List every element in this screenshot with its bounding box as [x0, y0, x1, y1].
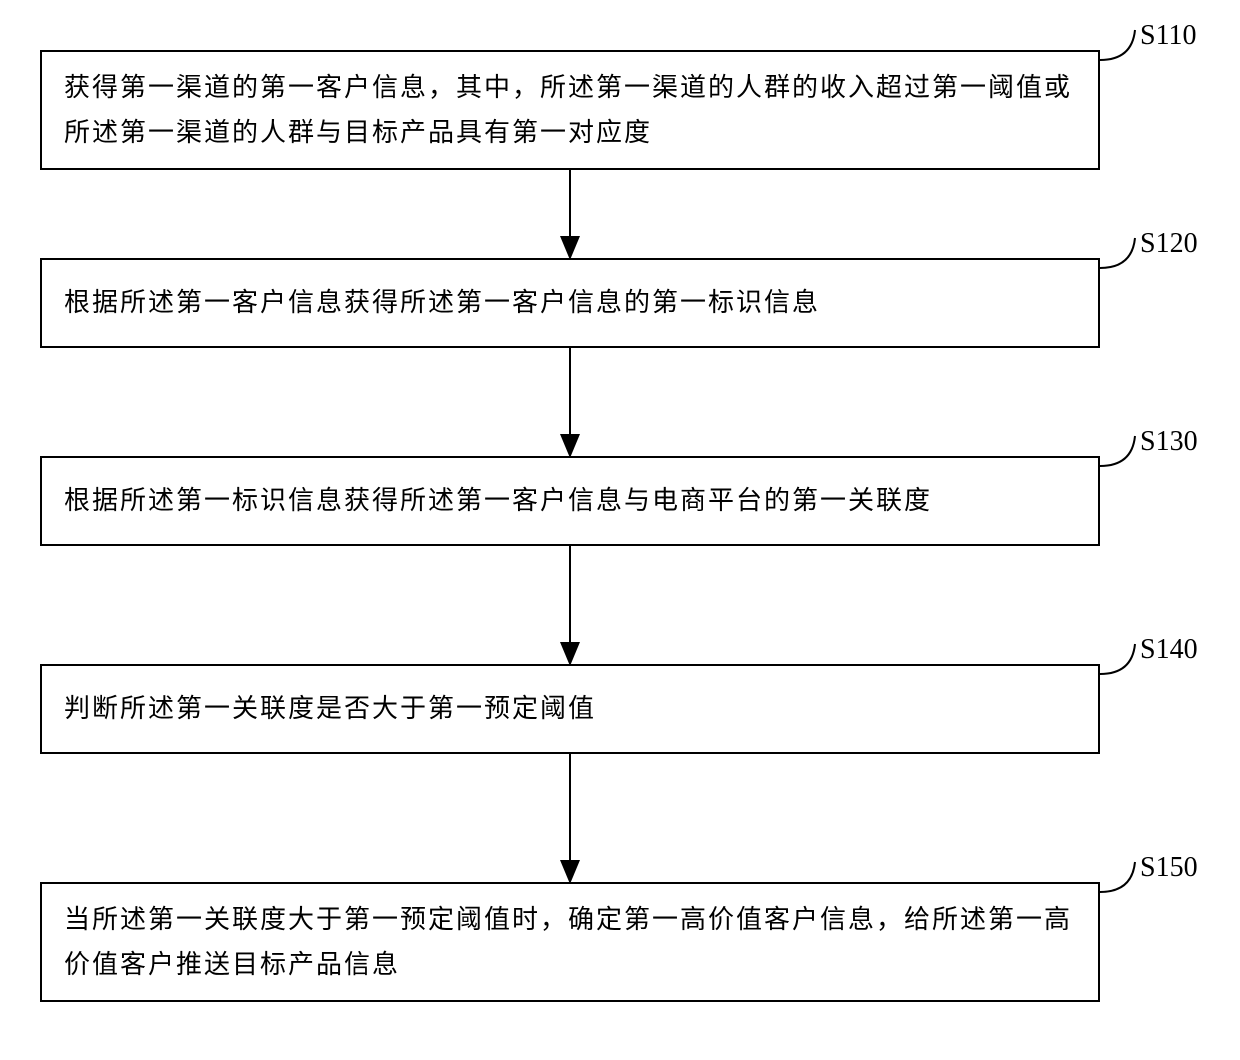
flowchart-container: 获得第一渠道的第一客户信息，其中，所述第一渠道的人群的收入超过第一阈值或所述第一…	[0, 0, 1240, 1060]
step-label-s120: S120	[1140, 228, 1198, 260]
callout-curve	[1100, 436, 1135, 466]
flow-node-text: 当所述第一关联度大于第一预定阈值时，确定第一高价值客户信息，给所述第一高价值客户…	[64, 897, 1076, 988]
flow-node-s120: 根据所述第一客户信息获得所述第一客户信息的第一标识信息	[40, 258, 1100, 348]
flow-node-s110: 获得第一渠道的第一客户信息，其中，所述第一渠道的人群的收入超过第一阈值或所述第一…	[40, 50, 1100, 170]
callout-curve	[1100, 30, 1135, 60]
step-label-s140: S140	[1140, 634, 1198, 666]
flow-node-s130: 根据所述第一标识信息获得所述第一客户信息与电商平台的第一关联度	[40, 456, 1100, 546]
flow-node-s140: 判断所述第一关联度是否大于第一预定阈值	[40, 664, 1100, 754]
callout-curve	[1100, 238, 1135, 268]
flow-node-text: 判断所述第一关联度是否大于第一预定阈值	[64, 686, 596, 732]
flow-node-s150: 当所述第一关联度大于第一预定阈值时，确定第一高价值客户信息，给所述第一高价值客户…	[40, 882, 1100, 1002]
flow-node-text: 根据所述第一标识信息获得所述第一客户信息与电商平台的第一关联度	[64, 478, 932, 524]
callout-curve	[1100, 644, 1135, 674]
step-label-s110: S110	[1140, 20, 1197, 52]
step-label-s130: S130	[1140, 426, 1198, 458]
callout-curve	[1100, 862, 1135, 892]
step-label-s150: S150	[1140, 852, 1198, 884]
flow-node-text: 根据所述第一客户信息获得所述第一客户信息的第一标识信息	[64, 280, 820, 326]
flow-node-text: 获得第一渠道的第一客户信息，其中，所述第一渠道的人群的收入超过第一阈值或所述第一…	[64, 65, 1076, 156]
